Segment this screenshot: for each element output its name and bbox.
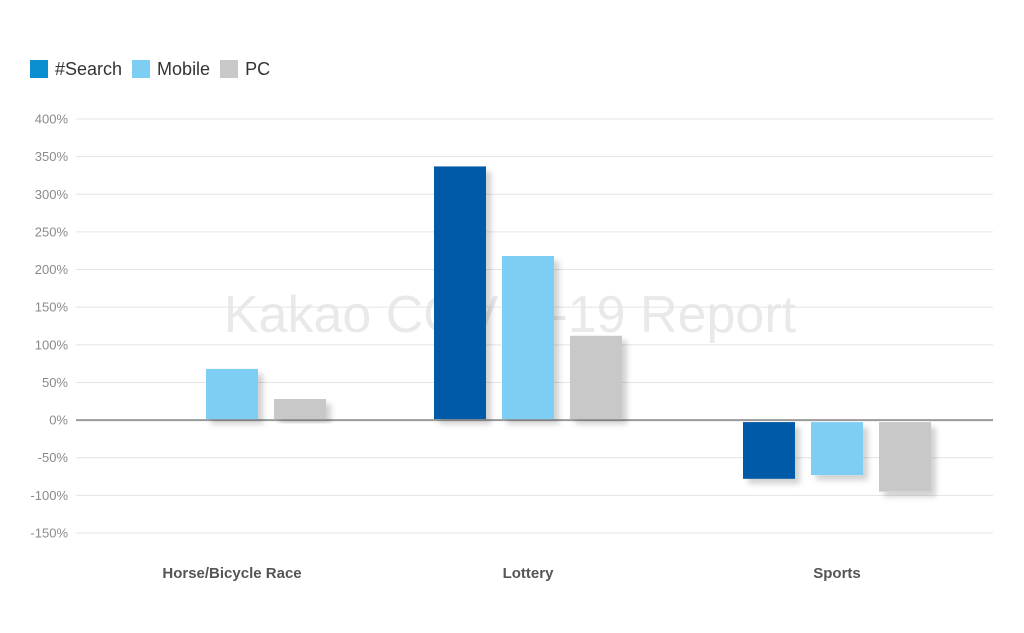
y-tick-label: 50% <box>42 375 68 390</box>
bar <box>570 335 622 420</box>
x-axis-categories: Horse/Bicycle Race Lottery Sports <box>162 565 860 582</box>
legend-swatch <box>132 60 151 78</box>
y-axis-ticks: 400% 350% 300% 250% 200% 150% 100% 50% 0% -50% -10… <box>30 112 68 541</box>
bar <box>206 368 258 420</box>
legend-item: #Search <box>30 59 122 80</box>
legend-label: PC <box>245 58 271 79</box>
bar <box>274 399 326 420</box>
y-tick-label: -150% <box>30 526 68 541</box>
y-tick-label: 250% <box>35 224 69 239</box>
y-tick-label: 200% <box>35 262 69 277</box>
y-tick-label: 150% <box>35 300 69 315</box>
x-category-label: Horse/Bicycle Race <box>162 565 301 582</box>
y-tick-label: 100% <box>35 337 69 352</box>
y-tick-label: 0% <box>49 413 68 428</box>
bar <box>879 422 931 492</box>
y-tick-label: 400% <box>35 112 69 127</box>
legend-item: Mobile <box>132 59 210 80</box>
bar <box>743 422 795 479</box>
legend-label: #Search <box>55 58 123 79</box>
bar <box>811 422 863 476</box>
y-tick-label: 300% <box>35 187 69 202</box>
bars <box>206 166 931 492</box>
y-tick-label: 350% <box>35 149 69 164</box>
legend-swatch <box>30 60 48 78</box>
bar <box>434 166 486 420</box>
y-tick-label: -100% <box>30 488 68 503</box>
y-tick-label: -50% <box>38 450 69 465</box>
x-category-label: Sports <box>813 565 861 582</box>
legend-label: Mobile <box>157 58 211 79</box>
bar <box>502 255 554 420</box>
chart-legend: #Search Mobile PC <box>30 58 280 80</box>
legend-swatch <box>220 60 239 78</box>
legend-item: PC <box>220 59 270 80</box>
x-category-label: Lottery <box>503 565 554 582</box>
